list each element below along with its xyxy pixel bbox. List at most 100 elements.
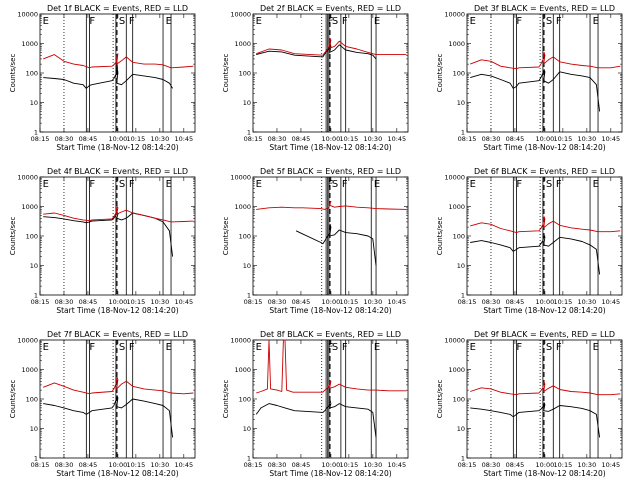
x-tick-label: 10:30 [577, 461, 596, 469]
series-line-lld [256, 200, 407, 210]
region-label-F: F [516, 342, 522, 353]
y-axis-label: Counts/sec [222, 380, 230, 419]
chart-title: Det 8f BLACK = Events, RED = LLD [260, 330, 401, 339]
y-tick-label: 1 [34, 129, 38, 137]
region-label-E: E [374, 179, 380, 190]
y-axis-label: Counts/sec [436, 217, 444, 256]
y-tick-label: 10000 [17, 174, 38, 182]
region-label-S: S [332, 16, 338, 27]
y-tick-label: 1 [34, 292, 38, 300]
x-tick-label: 08:45 [506, 135, 525, 143]
y-tick-label: 1000 [21, 40, 38, 48]
x-tick-label: 10:45 [601, 135, 620, 143]
y-tick-label: 10000 [230, 337, 251, 345]
y-tick-label: 1 [461, 292, 465, 300]
x-tick-label: 08:45 [292, 298, 311, 306]
x-tick-label: 08:45 [79, 461, 98, 469]
chart-title: Det 2f BLACK = Events, RED = LLD [260, 4, 401, 13]
region-label-F: F [129, 16, 135, 27]
y-tick-label: 10000 [444, 174, 465, 182]
region-label-E: E [256, 179, 262, 190]
x-tick-label: 08:30 [268, 461, 287, 469]
region-label-E: E [470, 342, 476, 353]
y-tick-label: 1000 [21, 203, 38, 211]
series-line-events [470, 402, 601, 438]
region-label-F: F [556, 16, 562, 27]
y-axis-label: Counts/sec [222, 217, 230, 256]
y-tick-label: 10000 [444, 337, 465, 345]
x-tick-label: 10:00 [322, 298, 341, 306]
y-tick-label: 100 [453, 70, 465, 78]
chart-title: Det 9f BLACK = Events, RED = LLD [474, 330, 615, 339]
region-label-F: F [89, 342, 95, 353]
y-tick-label: 10000 [17, 11, 38, 19]
y-tick-label: 100 [453, 396, 465, 404]
chart-title: Det 7f BLACK = Events, RED = LLD [47, 330, 188, 339]
x-tick-label: 10:15 [127, 135, 146, 143]
series-line-lld [470, 216, 621, 234]
x-axis-label: Start Time (18-Nov-12 08:14:20) [56, 306, 178, 315]
chart-title: Det 5f BLACK = Events, RED = LLD [260, 167, 401, 176]
region-label-E: E [43, 16, 49, 27]
x-tick-label: 10:45 [387, 461, 406, 469]
y-tick-label: 1 [247, 455, 251, 463]
series-line-events [470, 69, 601, 112]
region-label-F: F [328, 342, 334, 353]
region-label-E: E [374, 342, 380, 353]
x-axis-label: Start Time (18-Nov-12 08:14:20) [56, 469, 178, 478]
y-tick-label: 100 [239, 70, 251, 78]
y-tick-label: 10 [243, 262, 251, 270]
chart-panel-3: Det 3f BLACK = Events, RED = LLD 1 10 100 10… [436, 4, 623, 152]
series-line-lld [43, 53, 194, 69]
y-axis-label: Counts/sec [222, 54, 230, 93]
chart-title: Det 4f BLACK = Events, RED = LLD [47, 167, 188, 176]
x-tick-label: 10:30 [577, 298, 596, 306]
series-line-lld [256, 339, 407, 394]
y-axis-label: Counts/sec [9, 217, 17, 256]
x-tick-label: 10:45 [174, 135, 193, 143]
x-tick-label: 08:15 [31, 461, 50, 469]
x-tick-label: 08:45 [292, 461, 311, 469]
region-label-F: F [556, 342, 562, 353]
series-line-events [43, 395, 174, 438]
series-line-lld [470, 51, 621, 70]
x-tick-label: 08:15 [244, 298, 263, 306]
x-axis-label: Start Time (18-Nov-12 08:14:20) [483, 306, 605, 315]
x-axis-label: Start Time (18-Nov-12 08:14:20) [483, 469, 605, 478]
y-axis-label: Counts/sec [9, 380, 17, 419]
y-tick-label: 1000 [234, 366, 251, 374]
x-tick-label: 08:15 [31, 298, 50, 306]
chart-panel-5: Det 5f BLACK = Events, RED = LLD 1 10 100 10… [222, 167, 409, 315]
x-tick-label: 10:45 [174, 461, 193, 469]
x-tick-label: 10:15 [554, 298, 573, 306]
chart-title: Det 6f BLACK = Events, RED = LLD [474, 167, 615, 176]
region-label-F: F [89, 179, 95, 190]
x-tick-label: 10:00 [536, 135, 555, 143]
y-tick-label: 10 [30, 425, 38, 433]
y-tick-label: 100 [26, 233, 38, 241]
chart-panel-9: Det 9f BLACK = Events, RED = LLD 1 10 100 10… [436, 330, 623, 478]
y-tick-label: 10000 [230, 174, 251, 182]
x-tick-label: 10:15 [340, 298, 359, 306]
region-label-F: F [328, 16, 334, 27]
region-label-S: S [332, 179, 338, 190]
x-tick-label: 08:15 [31, 135, 50, 143]
region-label-E: E [470, 16, 476, 27]
x-tick-label: 08:30 [55, 135, 74, 143]
region-label-E: E [470, 179, 476, 190]
chart-panel-1: Det 1f BLACK = Events, RED = LLD 1 10 100 10… [9, 4, 196, 152]
x-tick-label: 08:30 [482, 461, 501, 469]
x-tick-label: 10:00 [322, 461, 341, 469]
y-tick-label: 1 [461, 129, 465, 137]
x-axis-label: Start Time (18-Nov-12 08:14:20) [483, 143, 605, 152]
y-tick-label: 1 [34, 455, 38, 463]
x-tick-label: 10:15 [340, 135, 359, 143]
y-tick-label: 10 [457, 99, 465, 107]
x-tick-label: 10:00 [322, 135, 341, 143]
x-tick-label: 10:45 [387, 298, 406, 306]
x-tick-label: 08:30 [482, 135, 501, 143]
x-axis-label: Start Time (18-Nov-12 08:14:20) [269, 306, 391, 315]
x-tick-label: 10:00 [536, 461, 555, 469]
